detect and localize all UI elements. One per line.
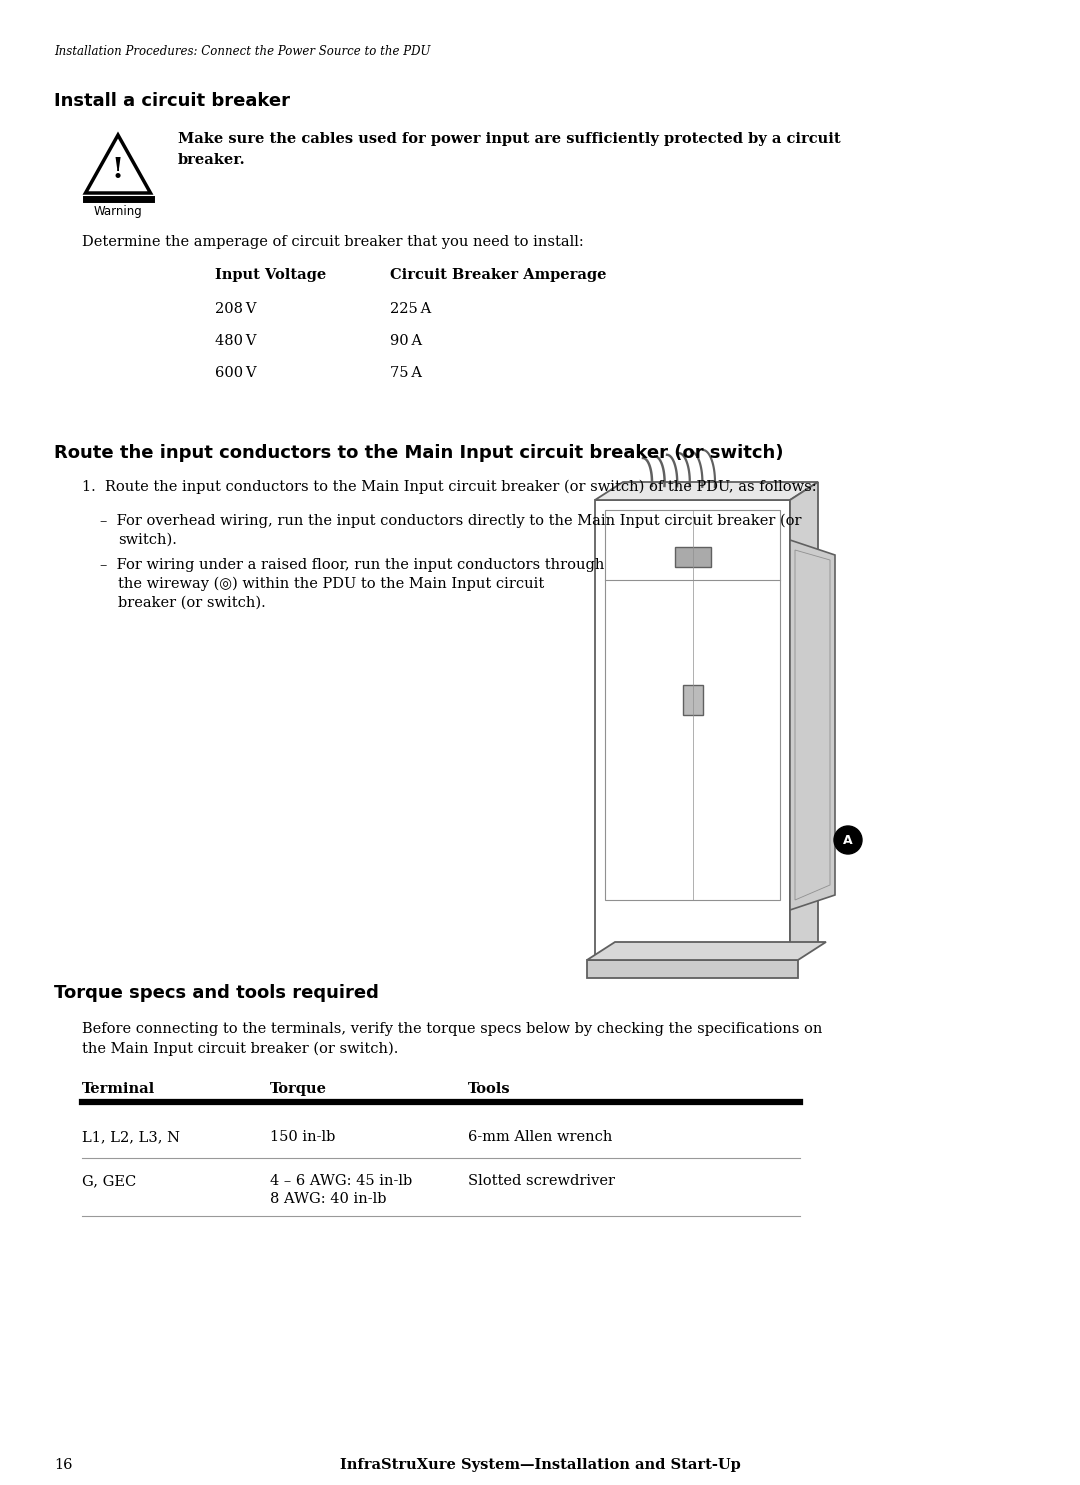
Text: 75 A: 75 A	[390, 365, 422, 380]
Text: Determine the amperage of circuit breaker that you need to install:: Determine the amperage of circuit breake…	[82, 235, 584, 249]
Text: Route the input conductors to the Main Input circuit breaker (or switch): Route the input conductors to the Main I…	[54, 444, 783, 462]
Text: Torque specs and tools required: Torque specs and tools required	[54, 985, 379, 1002]
Text: Make sure the cables used for power input are sufficiently protected by a circui: Make sure the cables used for power inpu…	[178, 132, 840, 146]
Text: 16: 16	[54, 1458, 72, 1472]
Polygon shape	[588, 941, 826, 959]
Text: 8 AWG: 40 in-lb: 8 AWG: 40 in-lb	[270, 1192, 387, 1206]
Text: !: !	[112, 157, 124, 184]
Text: A: A	[843, 833, 853, 846]
Text: Torque: Torque	[270, 1083, 327, 1096]
Text: Input Voltage: Input Voltage	[215, 267, 326, 282]
Polygon shape	[789, 541, 835, 910]
Text: Terminal: Terminal	[82, 1083, 156, 1096]
Bar	[675, 546, 711, 567]
Text: –  For wiring under a raised floor, run the input conductors through: – For wiring under a raised floor, run t…	[100, 558, 605, 572]
Text: Tools: Tools	[468, 1083, 511, 1096]
Text: G, GEC: G, GEC	[82, 1175, 136, 1188]
Text: 225 A: 225 A	[390, 301, 431, 316]
Polygon shape	[789, 483, 818, 959]
Text: 90 A: 90 A	[390, 334, 422, 347]
Text: Installation Procedures: Connect the Power Source to the PDU: Installation Procedures: Connect the Pow…	[54, 45, 430, 58]
Text: Install a circuit breaker: Install a circuit breaker	[54, 92, 291, 110]
Text: the wireway (◎) within the PDU to the Main Input circuit: the wireway (◎) within the PDU to the Ma…	[118, 578, 544, 591]
Text: 150 in-lb: 150 in-lb	[270, 1130, 336, 1143]
Text: InfraStruXure System—Installation and Start-Up: InfraStruXure System—Installation and St…	[339, 1458, 741, 1472]
Text: 600 V: 600 V	[215, 365, 257, 380]
Text: L1, L2, L3, N: L1, L2, L3, N	[82, 1130, 180, 1143]
Circle shape	[834, 826, 862, 854]
Text: 208 V: 208 V	[215, 301, 257, 316]
Text: Before connecting to the terminals, verify the torque specs below by checking th: Before connecting to the terminals, veri…	[82, 1022, 822, 1037]
Polygon shape	[595, 483, 818, 500]
Text: 1.  Route the input conductors to the Main Input circuit breaker (or switch) of : 1. Route the input conductors to the Mai…	[82, 480, 816, 495]
Polygon shape	[683, 685, 702, 714]
Text: switch).: switch).	[118, 533, 177, 546]
Text: –  For overhead wiring, run the input conductors directly to the Main Input circ: – For overhead wiring, run the input con…	[100, 514, 801, 529]
Text: Slotted screwdriver: Slotted screwdriver	[468, 1175, 615, 1188]
Text: 4 – 6 AWG: 45 in-lb: 4 – 6 AWG: 45 in-lb	[270, 1175, 413, 1188]
Text: Warning: Warning	[94, 205, 143, 218]
Text: Circuit Breaker Amperage: Circuit Breaker Amperage	[390, 267, 607, 282]
Text: breaker (or switch).: breaker (or switch).	[118, 595, 266, 610]
Text: breaker.: breaker.	[178, 153, 245, 166]
Text: 6-mm Allen wrench: 6-mm Allen wrench	[468, 1130, 612, 1143]
Polygon shape	[588, 959, 798, 979]
Text: the Main Input circuit breaker (or switch).: the Main Input circuit breaker (or switc…	[82, 1042, 399, 1056]
Text: 480 V: 480 V	[215, 334, 257, 347]
